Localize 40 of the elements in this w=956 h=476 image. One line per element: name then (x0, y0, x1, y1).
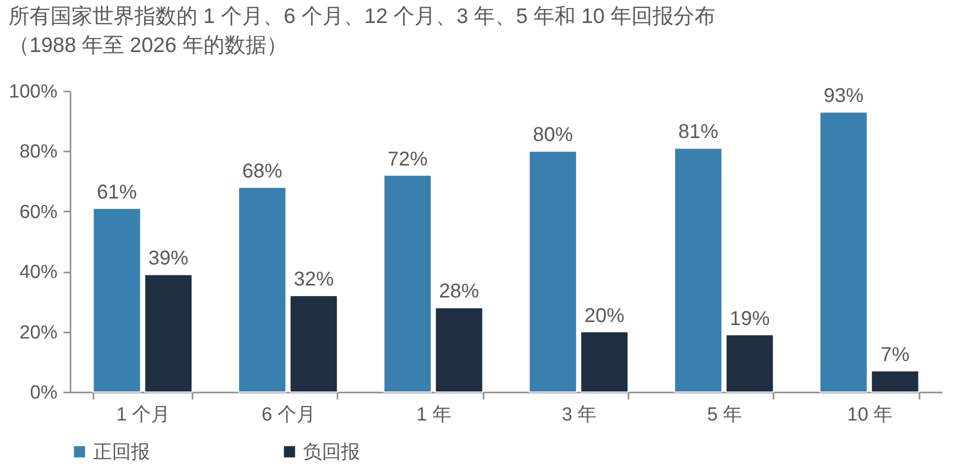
y-tick-label: 40% (19, 262, 58, 284)
data-label: 19% (730, 308, 770, 330)
bar (92, 208, 142, 392)
x-tick-label: 1 年 (416, 404, 452, 426)
bar (819, 112, 868, 392)
bar (238, 186, 286, 392)
bar (674, 148, 722, 392)
data-label: 32% (294, 268, 334, 291)
data-label: 28% (439, 280, 480, 303)
bar (144, 274, 193, 392)
x-tick-label: 3 年 (562, 404, 597, 426)
bar (290, 295, 338, 392)
chart-subtitle: （1988 年至 2026 年的数据） (8, 34, 288, 57)
bar (383, 174, 432, 392)
data-label: 39% (148, 248, 189, 270)
legend-label: 负回报 (303, 442, 360, 463)
data-label: 20% (584, 304, 625, 327)
data-label: 93% (824, 85, 864, 108)
data-label: 72% (388, 148, 428, 170)
x-tick-label: 5 年 (707, 404, 742, 426)
bar (726, 334, 774, 392)
data-label: 81% (678, 121, 718, 144)
data-label: 61% (96, 181, 138, 204)
bar (870, 370, 920, 392)
y-tick-label: 0% (30, 382, 58, 404)
y-tick-label: 80% (19, 142, 58, 163)
x-tick-label: 10 年 (847, 404, 893, 426)
bar (528, 150, 578, 392)
data-label: 80% (532, 124, 574, 146)
y-tick-label: 20% (19, 322, 58, 344)
bar (434, 307, 484, 392)
data-label: 68% (242, 160, 282, 182)
legend-label: 正回报 (93, 442, 150, 463)
x-tick-label: 6 个月 (262, 404, 316, 426)
chart-title: 所有国家世界指数的 1 个月、6 个月、12 个月、3 年、5 年和 10 年回报分布 (8, 5, 716, 28)
y-tick-label: 60% (19, 202, 58, 223)
y-tick-label: 100% (8, 82, 58, 102)
data-label: 7% (880, 344, 910, 366)
bar (580, 331, 629, 392)
x-tick-label: 1 个月 (116, 404, 170, 426)
